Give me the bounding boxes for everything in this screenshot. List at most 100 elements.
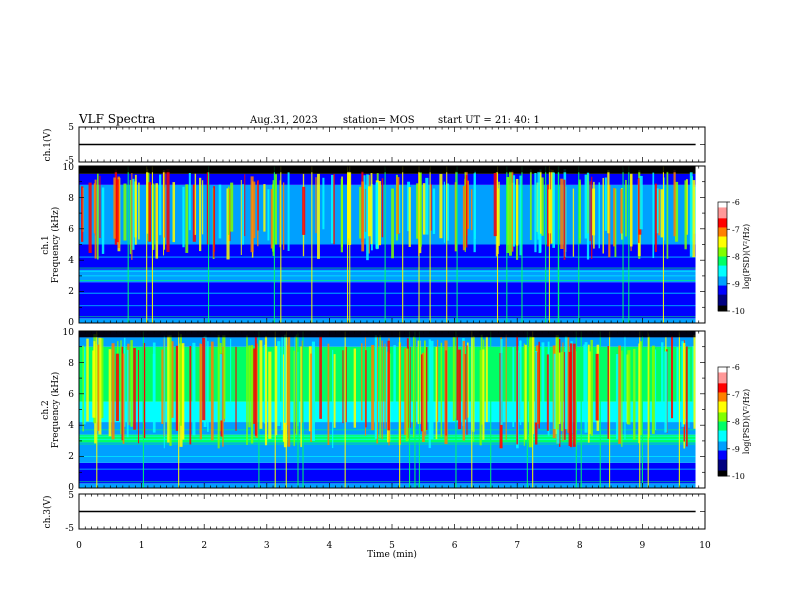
spec2-burst-streak — [137, 350, 140, 444]
spec2-burst-streak — [123, 337, 126, 427]
cb2-segment — [718, 443, 727, 446]
axis-ticks — [78, 126, 706, 530]
spec2-burst-streak — [98, 337, 102, 435]
spec2-burst-streak — [648, 335, 650, 438]
spec2-burst-streak — [111, 343, 115, 440]
spec1-ytick-4: 4 — [68, 256, 74, 266]
spec1-burst-streak — [199, 177, 202, 252]
x-tick-labels: 0 1 2 3 4 5 6 7 8 9 10 — [76, 541, 711, 551]
cb1-tick-label: -6 — [732, 198, 740, 207]
spec2-burst-streak — [353, 348, 357, 428]
spec2-burst-streak — [250, 345, 254, 444]
cb1-segment — [718, 298, 727, 301]
spec1-burst-streak — [470, 189, 473, 231]
cb1-segment — [718, 272, 727, 276]
spec2-burst-streak — [219, 354, 223, 421]
spec2-burst-streak — [633, 348, 636, 440]
spec2-burst-streak — [529, 336, 533, 448]
cb1-segment — [718, 280, 727, 283]
spec2-burst-streak — [97, 344, 100, 431]
start-ut-label: start UT = 21: 40: 1 — [438, 115, 540, 126]
spec2-burst-streak — [505, 334, 507, 440]
spec2-burst-streak — [455, 335, 459, 421]
spec1-burst-streak — [589, 181, 591, 242]
spec2-burst-streak — [342, 350, 344, 424]
spec2-burst-streak — [627, 350, 631, 425]
spec2-burst-streak — [175, 345, 179, 431]
spec2-burst-streak — [500, 339, 503, 425]
cb2-segment — [718, 452, 727, 455]
cb2-segment — [718, 376, 727, 379]
spec2-burst-streak — [523, 343, 525, 446]
cb1-segment — [718, 238, 727, 241]
spec1-burst-streak — [230, 182, 234, 232]
spec2-burst-streak — [217, 335, 220, 449]
spec2-burst-streak — [553, 353, 556, 430]
x-tick-label: 4 — [327, 541, 333, 551]
spec1-band-1 — [79, 282, 696, 319]
cb2-segment — [718, 468, 727, 472]
cb2-segment — [718, 430, 727, 433]
ch1-voltage-ylabel: ch.1(V) — [42, 129, 53, 162]
spec2-burst-streak — [371, 344, 375, 431]
spec1-burst-streak — [88, 182, 92, 253]
spec1-burst-streak — [439, 173, 443, 239]
cb1-segment — [718, 309, 727, 312]
cb1-segment — [718, 294, 727, 297]
spec2-burst-streak — [83, 346, 86, 425]
station-label: station= MOS — [343, 115, 415, 126]
spec1-burst-streak — [584, 174, 588, 239]
spec2-burst-streak — [421, 354, 423, 432]
spec2-burst-streak — [404, 348, 407, 436]
cb1-segment — [718, 292, 727, 296]
cb2-segment — [718, 428, 727, 432]
spec1-burst-streak — [117, 176, 120, 249]
cb2-segment — [718, 405, 727, 408]
spec2-burst-streak — [437, 339, 439, 422]
cb2-segment — [718, 446, 727, 450]
spec2-burst-streak — [512, 347, 515, 428]
spec1-burst-streak — [602, 177, 604, 254]
spec2-burst-streak — [130, 340, 133, 427]
spec1-burst-streak — [172, 182, 176, 243]
spec1-burst-streak — [347, 170, 350, 239]
cb1-segment — [718, 301, 727, 305]
spec2-burst-streak — [583, 344, 586, 418]
cb2-segment — [718, 403, 727, 406]
spec1-burst-streak — [99, 175, 101, 239]
x-tick-label: 10 — [699, 541, 711, 551]
spec2-burst-streak — [365, 350, 367, 428]
spec2-burst-streak — [595, 353, 599, 421]
cb1-segment — [718, 241, 727, 245]
date-label: Aug.31, 2023 — [249, 115, 318, 126]
spec2-ytick-6: 6 — [68, 390, 74, 400]
spec2-burst-streak — [126, 349, 129, 438]
spec2-burst-streak — [412, 336, 415, 438]
spec2-burst-streak — [452, 336, 455, 421]
cb1-segment — [718, 227, 727, 230]
spec2-burst-streak — [541, 342, 545, 422]
cb1-segment — [718, 209, 727, 212]
spec2-burst-streak — [82, 345, 84, 432]
cb2-segment — [718, 414, 727, 417]
spec2-burst-streak — [281, 336, 283, 431]
spec1-burst-streak — [93, 183, 95, 234]
spec1-burst-streak — [331, 174, 335, 244]
spec1-burst-streak — [370, 173, 373, 245]
cb1-segment — [718, 260, 727, 263]
spec1-burst-streak — [340, 178, 344, 253]
ch1-ytick-neg5: -5 — [65, 156, 74, 166]
cb1-segment — [718, 249, 727, 252]
cb1-segment — [718, 234, 727, 238]
cb1-segment — [718, 216, 727, 219]
cb2-segment — [718, 456, 727, 459]
cb1-segment — [718, 202, 727, 205]
cb1-segment — [718, 256, 727, 259]
spec2-burst-streak — [222, 346, 224, 447]
spec1-burst-streak — [604, 177, 607, 231]
spec2-burst-streak — [445, 350, 447, 436]
spec1-burst-streak — [652, 172, 655, 259]
ch1-colorbar: -6 -7 -8 -9 -10 log(PSD)(V²/Hz) — [717, 198, 751, 316]
spec1-burst-streak — [270, 189, 274, 249]
spec2-ytick-4: 4 — [68, 421, 74, 431]
